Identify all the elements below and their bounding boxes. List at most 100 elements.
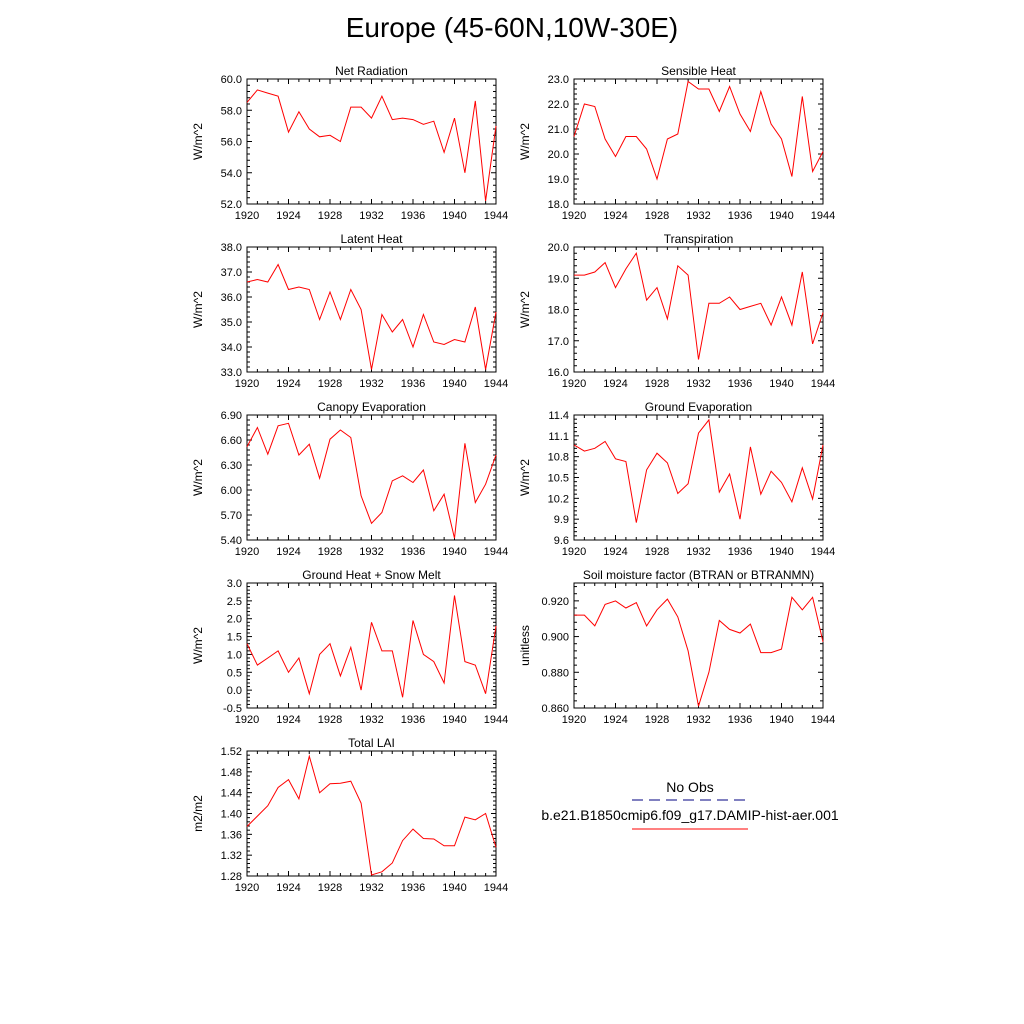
x-tick-label: 1920 — [562, 546, 586, 558]
y-tick-label: 52.0 — [221, 199, 242, 211]
plot-frame — [246, 750, 497, 877]
x-tick-label: 1920 — [235, 546, 259, 558]
x-tick-label: 1936 — [728, 210, 752, 222]
y-tick-label: 10.8 — [548, 452, 569, 464]
y-tick-label: 6.60 — [221, 435, 242, 447]
y-tick-label: 18.0 — [548, 305, 569, 317]
x-tick-label: 1928 — [318, 210, 342, 222]
legend-model-label: b.e21.B1850cmip6.f09_g17.DAMIP-hist-aer.… — [541, 807, 839, 823]
y-tick-label: 11.4 — [548, 410, 569, 422]
y-tick-label: 11.1 — [548, 431, 569, 443]
y-axis-label: W/m^2 — [518, 291, 532, 328]
plot-frame — [246, 582, 497, 709]
plot-frame — [573, 582, 824, 709]
y-tick-label: 34.0 — [221, 342, 242, 354]
y-tick-label: 21.0 — [548, 124, 569, 136]
x-tick-label: 1936 — [401, 714, 425, 726]
x-tick-label: 1924 — [276, 882, 300, 894]
x-tick-label: 1936 — [401, 210, 425, 222]
panel-7: Ground Heat + Snow Melt 1920 1924 1928 1932 1… — [191, 568, 508, 726]
x-tick-label: 1924 — [603, 210, 627, 222]
x-tick-label: 1940 — [769, 714, 793, 726]
series-line — [574, 596, 824, 707]
x-tick-label: 1944 — [484, 210, 508, 222]
x-tick-label: 1932 — [359, 882, 383, 894]
y-tick-label: 17.0 — [548, 336, 569, 348]
x-tick-label: 1924 — [276, 714, 300, 726]
x-tick-label: 1944 — [484, 378, 508, 390]
series-line — [573, 418, 824, 523]
y-tick-label: 1.36 — [221, 829, 242, 841]
panel-title: Latent Heat — [340, 232, 403, 246]
panel-title: Total LAI — [348, 736, 395, 750]
x-tick-label: 1940 — [769, 210, 793, 222]
panel-title: Canopy Evaporation — [317, 400, 426, 414]
x-tick-label: 1940 — [769, 378, 793, 390]
x-tick-label: 1932 — [359, 714, 383, 726]
y-tick-label: 36.0 — [221, 292, 242, 304]
y-tick-label: 23.0 — [548, 74, 569, 86]
x-tick-label: 1936 — [728, 546, 752, 558]
x-tick-label: 1928 — [318, 714, 342, 726]
y-tick-label: 2.5 — [227, 596, 242, 608]
y-tick-label: 10.2 — [548, 493, 569, 505]
y-tick-label: 38.0 — [221, 242, 242, 254]
x-tick-label: 1932 — [359, 546, 383, 558]
panel-6: Ground Evaporation 1920 1924 1928 1932 1936 19… — [518, 400, 835, 558]
y-axis-label: unitless — [518, 625, 532, 666]
x-tick-label: 1924 — [276, 378, 300, 390]
x-tick-label: 1928 — [318, 546, 342, 558]
x-tick-label: 1928 — [645, 378, 669, 390]
y-tick-label: 1.28 — [221, 871, 242, 883]
y-tick-label: 58.0 — [221, 105, 242, 117]
x-tick-label: 1944 — [811, 210, 835, 222]
x-tick-label: 1940 — [442, 882, 466, 894]
y-tick-label: 1.40 — [221, 809, 242, 821]
y-tick-label: 20.0 — [548, 149, 569, 161]
panel-title: Soil moisture factor (BTRAN or BTRANMN) — [583, 568, 814, 582]
y-tick-label: 54.0 — [221, 168, 242, 180]
x-tick-label: 1940 — [442, 546, 466, 558]
y-tick-label: 18.0 — [548, 199, 569, 211]
x-tick-label: 1928 — [318, 378, 342, 390]
series-line — [246, 595, 497, 698]
x-tick-label: 1932 — [686, 210, 710, 222]
y-tick-label: 19.0 — [548, 174, 569, 186]
plot-frame — [246, 414, 497, 541]
y-tick-label: 3.0 — [227, 578, 242, 590]
x-tick-label: 1940 — [769, 546, 793, 558]
panel-9: Total LAI 1920 1924 1928 1932 1936 1940 1944 1.2… — [191, 736, 508, 894]
panel-8: Soil moisture factor (BTRAN or BTRANMN) 1… — [518, 568, 835, 726]
plot-frame — [573, 78, 824, 205]
x-tick-label: 1920 — [562, 378, 586, 390]
y-tick-label: 1.32 — [221, 850, 242, 862]
panel-title: Sensible Heat — [661, 64, 736, 78]
x-tick-label: 1932 — [359, 210, 383, 222]
y-tick-label: 0.0 — [227, 685, 242, 697]
x-tick-label: 1944 — [811, 714, 835, 726]
x-tick-label: 1936 — [728, 378, 752, 390]
series-line — [246, 89, 497, 201]
y-tick-label: 2.0 — [227, 614, 242, 626]
y-tick-label: 0.880 — [541, 667, 569, 679]
chart-panels: Net Radiation 1920 1924 1928 1932 1936 1940 194… — [191, 64, 835, 894]
x-tick-label: 1924 — [603, 714, 627, 726]
y-axis-label: W/m^2 — [191, 123, 205, 160]
series-line — [574, 251, 824, 360]
y-tick-label: 1.44 — [221, 788, 242, 800]
x-tick-label: 1932 — [686, 546, 710, 558]
panel-title: Ground Evaporation — [645, 400, 752, 414]
y-axis-label: W/m^2 — [191, 627, 205, 664]
x-tick-label: 1932 — [359, 378, 383, 390]
y-tick-label: 1.5 — [227, 632, 242, 644]
page-title: Europe (45-60N,10W-30E) — [345, 12, 679, 43]
panel-5: Canopy Evaporation 1920 1924 1928 1932 1936 19… — [191, 400, 508, 558]
y-axis-label: W/m^2 — [191, 459, 205, 496]
x-tick-label: 1928 — [645, 210, 669, 222]
panel-2: Sensible Heat 1920 1924 1928 1932 1936 1940 194… — [518, 64, 835, 222]
y-axis-label: W/m^2 — [191, 291, 205, 328]
y-tick-label: 6.00 — [221, 485, 242, 497]
y-tick-label: 10.5 — [548, 473, 569, 485]
x-tick-label: 1928 — [645, 546, 669, 558]
x-tick-label: 1944 — [811, 378, 835, 390]
